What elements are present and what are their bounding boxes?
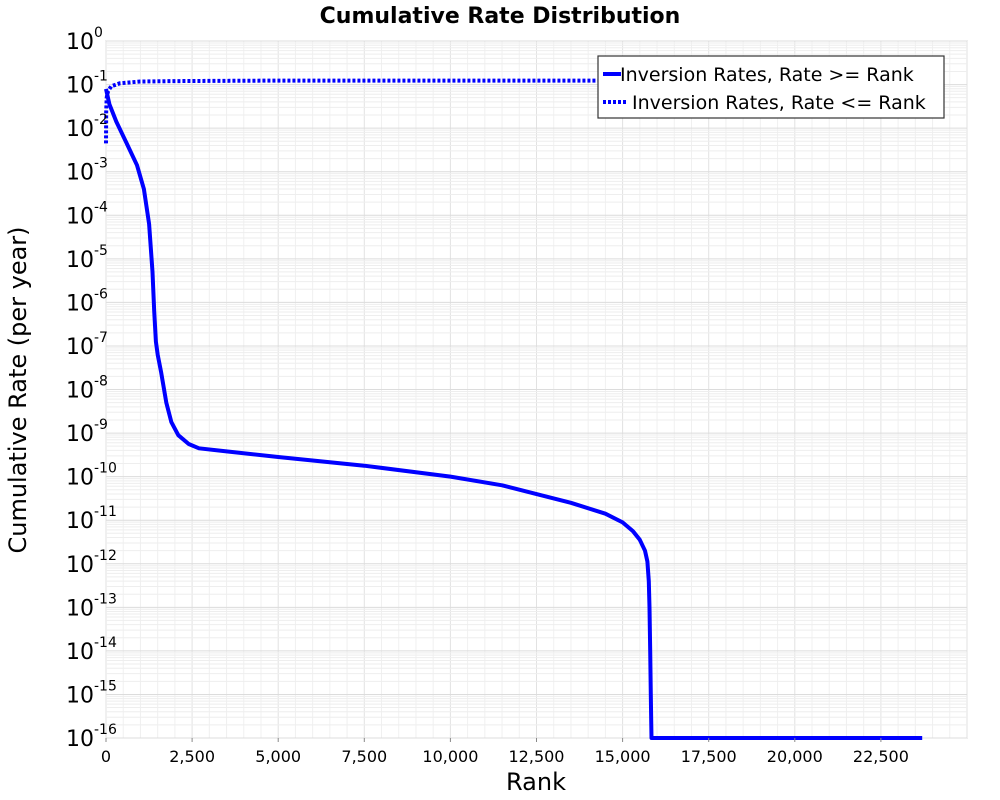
y-tick-label: 10-11 [66, 504, 117, 534]
y-tick-exponent: -11 [94, 504, 117, 520]
legend-label-rate-le-rank: Inversion Rates, Rate <= Rank [632, 92, 926, 114]
series-layer [104, 78, 923, 740]
y-tick-exponent: -7 [94, 330, 108, 346]
y-tick-exponent: -8 [94, 374, 108, 390]
x-tick-label: 22,500 [853, 747, 909, 766]
y-tick-label: 10-12 [66, 548, 117, 578]
series-line-rate-ge-rank [104, 88, 923, 740]
y-tick-exponent: -15 [94, 678, 117, 694]
legend-box [597, 55, 945, 119]
x-tick-label: 17,500 [681, 747, 737, 766]
x-tick-label: 7,500 [341, 747, 387, 766]
y-tick-label: 10-1 [66, 69, 108, 99]
x-tick-label: 5,000 [255, 747, 301, 766]
y-tick-exponent: -1 [94, 69, 108, 85]
chart-title: Cumulative Rate Distribution [320, 4, 681, 29]
series-line-rate-le-rank [104, 78, 923, 144]
y-axis-ticks: 10010-110-210-310-410-510-610-710-810-91… [66, 25, 117, 752]
y-tick-exponent: -6 [94, 286, 108, 302]
y-tick-exponent: 0 [94, 25, 103, 41]
y-tick-label: 10-4 [66, 199, 108, 229]
y-tick-exponent: -14 [94, 635, 117, 651]
x-axis-label: Rank [506, 768, 566, 796]
x-tick-label: 0 [101, 747, 111, 766]
x-tick-label: 10,000 [422, 747, 478, 766]
legend-label-rate-ge-rank: Inversion Rates, Rate >= Rank [620, 64, 914, 86]
y-tick-exponent: -13 [94, 591, 117, 607]
y-tick-exponent: -4 [94, 199, 108, 215]
y-tick-label: 10-2 [66, 112, 108, 142]
x-tick-label: 2,500 [169, 747, 215, 766]
y-tick-exponent: -2 [94, 112, 108, 128]
y-tick-exponent: -16 [94, 722, 117, 738]
x-tick-label: 20,000 [767, 747, 823, 766]
x-axis-ticks: 0 2,500 5,000 7,500 10,000 12,500 15,000 17,500… [101, 738, 909, 766]
y-tick-exponent: -12 [94, 548, 117, 564]
x-tick-label: 12,500 [509, 747, 565, 766]
grid [105, 40, 968, 739]
legend: Inversion Rates, Rate >= Rank Inversion … [597, 55, 945, 119]
y-tick-exponent: -10 [94, 461, 117, 477]
y-tick-exponent: -9 [94, 417, 108, 433]
y-tick-exponent: -5 [94, 243, 108, 259]
y-axis-label: Cumulative Rate (per year) [4, 226, 32, 553]
x-tick-label: 15,000 [595, 747, 651, 766]
y-tick-exponent: -3 [94, 156, 108, 172]
